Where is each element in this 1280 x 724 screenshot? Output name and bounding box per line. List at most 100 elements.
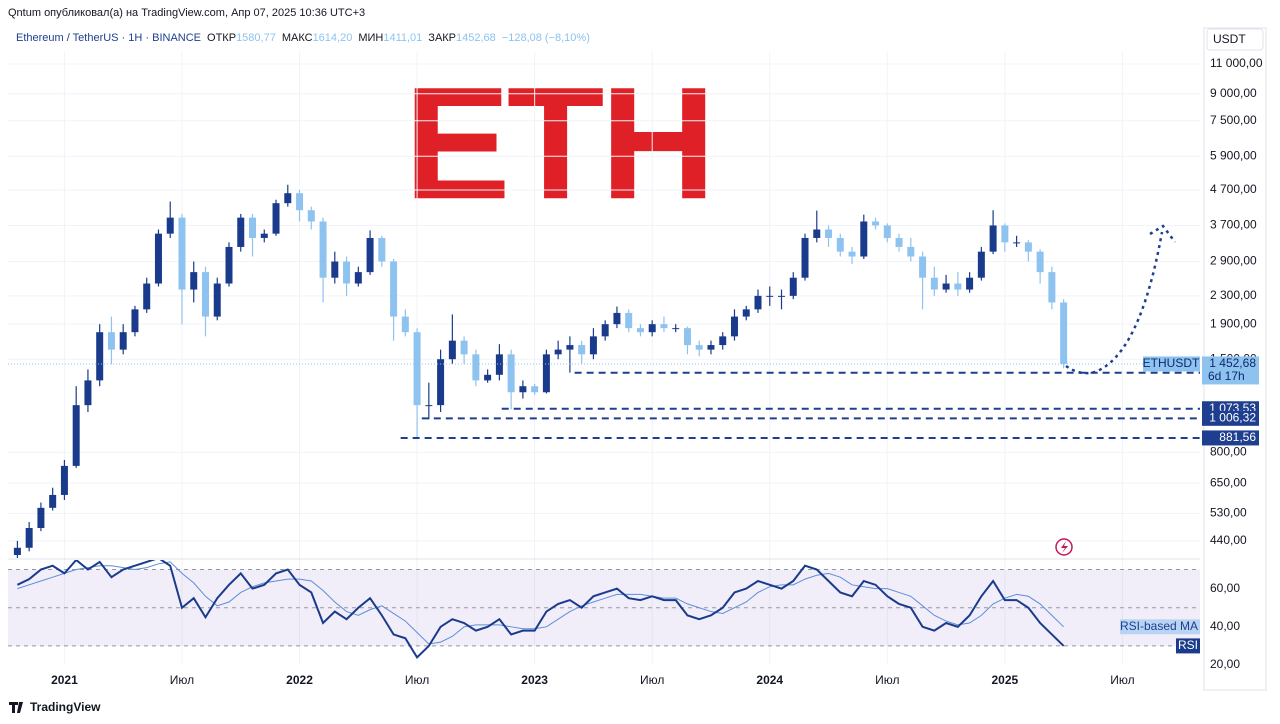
footer-brand: TradingView (30, 700, 101, 714)
forecast-arrow (1065, 231, 1164, 375)
x-tick-label: Июл (170, 673, 194, 687)
candle-body (1048, 272, 1056, 303)
ohlc-value: 1411,01 (383, 32, 422, 44)
series-tag-box (1120, 619, 1200, 635)
x-tick-label: Июл (1110, 673, 1134, 687)
candle-body (813, 229, 821, 238)
level-label-box (1202, 410, 1259, 426)
candle-body (1001, 225, 1009, 243)
y-tick-label: 440,00 (1210, 533, 1247, 547)
candle-body (284, 193, 292, 204)
candle-body (13, 547, 21, 556)
ohlc-label: ЗАКР (428, 32, 456, 44)
ohlc-label: ОТКР (207, 32, 236, 44)
candle-body (707, 345, 715, 350)
legend-row: Ethereum / TetherUS · 1H · BINANCE ОТКР15… (16, 32, 590, 44)
rsi-pane (8, 560, 1200, 659)
series-tag: RSI-based MA (1120, 619, 1198, 633)
candle-body (601, 324, 609, 337)
candle-body (613, 312, 621, 325)
ohlc-label: МАКС (282, 32, 313, 44)
rsi-tick-label: 60,00 (1210, 581, 1240, 595)
candle-body (578, 345, 586, 355)
candle-body (119, 332, 127, 350)
candle-body (190, 272, 198, 290)
candle-body (425, 405, 433, 407)
y-tick-label: 3 700,00 (1210, 218, 1257, 232)
candle-body (554, 349, 562, 355)
forecast-arrowhead (1149, 224, 1176, 243)
candle-body (448, 340, 456, 360)
candle-body (107, 332, 115, 350)
candle-body (754, 295, 762, 310)
candle-body (272, 203, 280, 234)
candle-body (648, 324, 656, 333)
candle-body (801, 237, 809, 278)
candle-body (1024, 242, 1032, 252)
candle-body (766, 295, 774, 297)
candle-body (366, 237, 374, 273)
candle-body (25, 527, 33, 548)
currency-box (1206, 28, 1264, 51)
y-tick-label: 1 900,00 (1210, 316, 1257, 330)
last-price-name: ETHUSDT (1143, 356, 1200, 370)
logo (9, 702, 23, 713)
candle-body (495, 354, 503, 375)
candle-body (319, 221, 327, 278)
y-tick-label: 9 000,00 (1210, 86, 1257, 100)
candle-body (390, 261, 398, 317)
candle-body (930, 277, 938, 290)
candle-body (37, 507, 45, 528)
x-tick-label: Июл (875, 673, 899, 687)
candle-body (143, 283, 151, 310)
price-pane (8, 184, 1200, 558)
candle-body (625, 312, 633, 329)
watermark: ETH (404, 53, 712, 232)
candle-body (154, 233, 162, 284)
last-price-box (1202, 356, 1259, 385)
candle-body (683, 328, 691, 346)
candle-body (354, 272, 362, 284)
candle-body (942, 283, 950, 290)
candle-body (660, 324, 668, 329)
candle-body (1036, 251, 1044, 273)
x-tick-label: Июл (405, 673, 429, 687)
candle-body (96, 332, 104, 381)
candle-body (237, 217, 245, 247)
candle-body (331, 261, 339, 278)
ohlc-value: 1580,77 (236, 32, 276, 44)
candle-body (742, 309, 750, 317)
candle-body (825, 229, 833, 238)
y-tick-label: 4 700,00 (1210, 182, 1257, 196)
candle-body (249, 217, 257, 238)
y-tick-label: 2 900,00 (1210, 254, 1257, 268)
candle-body (636, 328, 644, 333)
candle-body (966, 277, 974, 290)
candle-body (131, 309, 139, 333)
x-tick-label: Июл (640, 673, 664, 687)
level-label: 881,56 (1219, 430, 1256, 444)
rsi-line (17, 561, 1064, 645)
candle-body (472, 354, 480, 381)
candle-body (977, 251, 985, 278)
candle-body (542, 354, 550, 393)
ohlc-value: 1452,68 (456, 32, 496, 44)
ohlc-label: МИН (358, 32, 383, 44)
candle-body (672, 328, 680, 330)
candle-body (507, 354, 515, 393)
candle-body (719, 336, 727, 346)
candle-body (460, 340, 468, 355)
change: −128,08 (−8,10%) (502, 32, 590, 44)
last-price-name-box (1143, 356, 1200, 372)
alert-icon[interactable] (1055, 538, 1073, 556)
candle-body (260, 233, 268, 238)
y-tick-label: 800,00 (1210, 444, 1247, 458)
rsi-tick-label: 20,00 (1210, 657, 1240, 671)
candle-body (566, 345, 574, 350)
candle-body (895, 237, 903, 247)
series-tag: RSI (1178, 638, 1198, 652)
candle-body (84, 380, 92, 406)
candle-body (60, 465, 68, 495)
last-price-label: 1 452,68 (1209, 356, 1256, 370)
